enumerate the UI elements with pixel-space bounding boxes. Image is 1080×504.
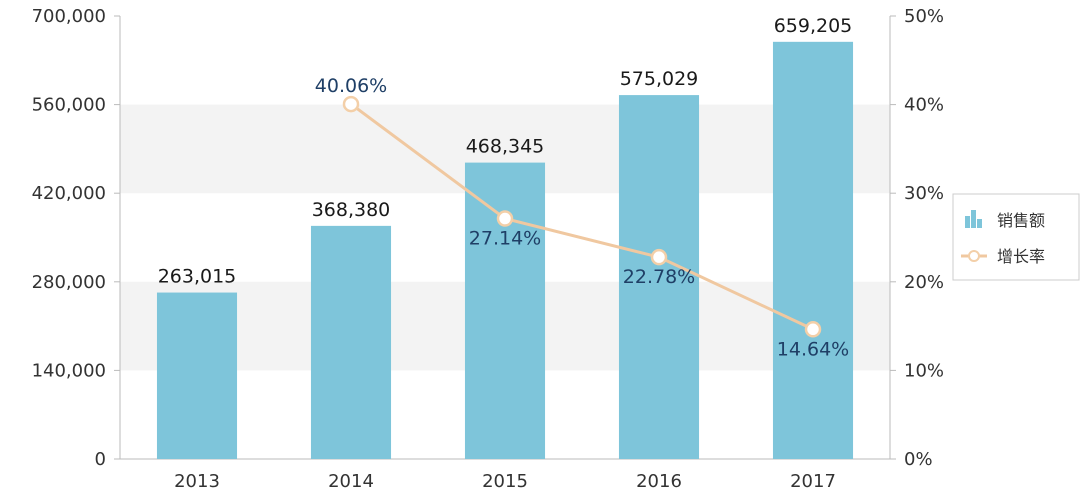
growth-value-label: 27.14% (469, 228, 541, 250)
left-tick-label: 280,000 (32, 272, 106, 293)
line-series (342, 95, 822, 338)
bar-value-label: 263,015 (158, 266, 237, 288)
bar-value-label: 659,205 (774, 15, 853, 37)
growth-point-2016 (650, 248, 668, 266)
bar-2014 (310, 225, 392, 459)
bar-data-labels: 263,015 368,380 468,345 575,029 659,205 (158, 15, 853, 288)
x-tick-label: 2015 (482, 471, 528, 492)
growth-value-label: 22.78% (623, 266, 695, 288)
left-tick-label: 420,000 (32, 183, 106, 204)
bar-2015 (464, 162, 546, 459)
growth-point-2015 (496, 210, 514, 227)
legend-label-line: 增长率 (997, 247, 1045, 266)
growth-line (350, 102, 814, 331)
left-axis: 0 140,000 280,000 420,000 560,000 700,000 (32, 6, 120, 470)
right-tick-label: 0% (904, 449, 933, 470)
bar-value-label: 468,345 (466, 136, 545, 158)
left-tick-label: 0 (95, 449, 106, 470)
right-tick-label: 50% (904, 6, 944, 27)
legend-label-bar: 销售额 (997, 211, 1045, 230)
bar-2016 (618, 95, 700, 459)
x-tick-label: 2013 (174, 471, 220, 492)
x-tick-label: 2016 (636, 471, 682, 492)
growth-point-2017 (804, 321, 822, 338)
bar-2013 (156, 292, 238, 459)
legend-box (952, 193, 1080, 281)
growth-value-label: 40.06% (315, 75, 387, 97)
line-data-labels: 40.06% 27.14% 22.78% 14.64% (315, 75, 849, 360)
right-tick-label: 20% (904, 272, 944, 293)
right-tick-label: 10% (904, 360, 944, 381)
x-axis: 2013 2014 2015 2016 2017 (174, 471, 836, 492)
x-tick-label: 2014 (328, 471, 374, 492)
right-tick-label: 40% (904, 95, 944, 116)
growth-value-label: 14.64% (777, 338, 849, 360)
bar-value-label: 575,029 (620, 68, 699, 90)
bar-chart-icon (965, 210, 982, 228)
left-tick-label: 560,000 (32, 95, 106, 116)
line-marker-icon (961, 250, 987, 262)
right-tick-label: 30% (904, 183, 944, 204)
bar-2017 (772, 41, 854, 459)
growth-point-2014 (342, 95, 360, 113)
right-axis: 0% 10% 20% 30% 40% 50% (890, 6, 944, 470)
left-tick-label: 700,000 (32, 6, 106, 27)
left-tick-label: 140,000 (32, 360, 106, 381)
bar-series (156, 41, 854, 459)
x-tick-label: 2017 (790, 471, 836, 492)
bar-value-label: 368,380 (312, 199, 391, 221)
